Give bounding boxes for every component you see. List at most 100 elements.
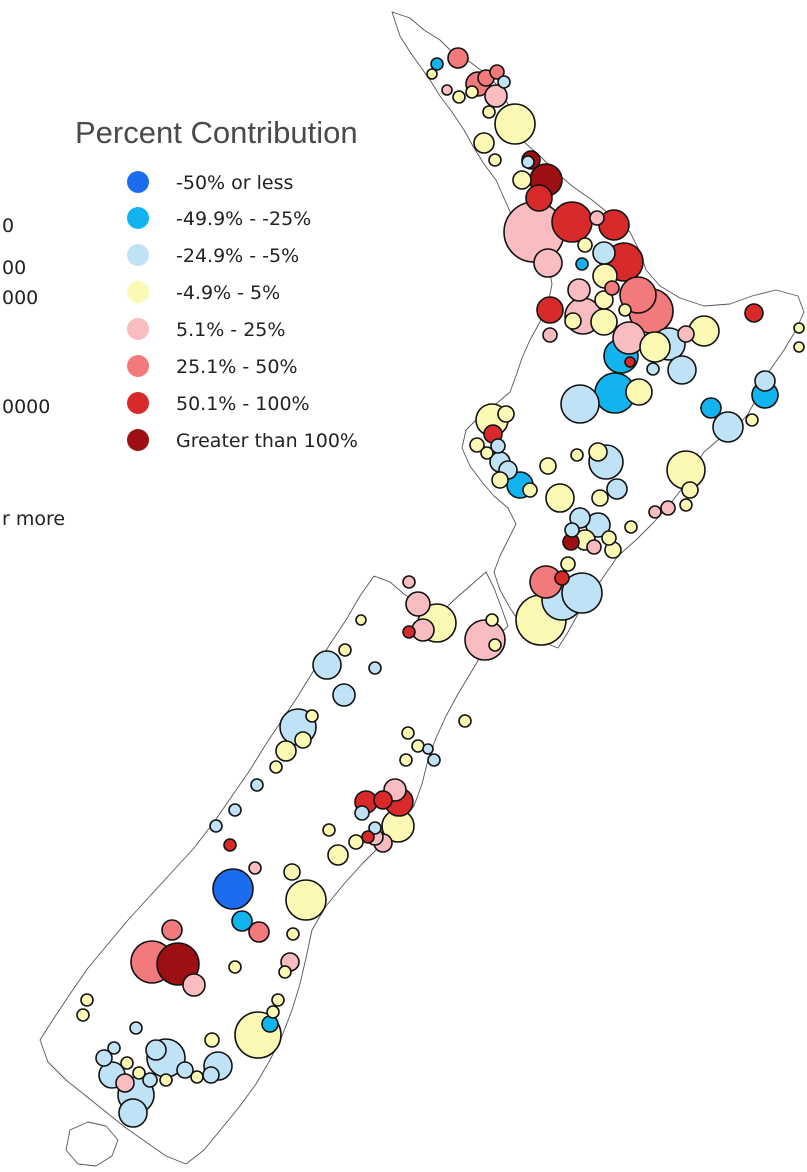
site-bubble (554, 570, 570, 586)
site-bubble (677, 325, 695, 343)
site-bubble (491, 471, 509, 489)
legend-swatch-8 (127, 429, 149, 451)
site-bubble (223, 838, 237, 852)
legend-item-8: Greater than 100% (127, 429, 358, 452)
site-bubble (494, 103, 536, 145)
legend-label-4: -4.9% - 5% (176, 282, 280, 304)
legend-item-5: 5.1% - 25% (127, 318, 285, 341)
legend-item-6: 25.1% - 50% (127, 355, 298, 378)
site-bubble (488, 638, 502, 652)
legend-swatch-5 (127, 318, 149, 340)
size-legend-label-3: 000 (2, 287, 38, 309)
site-bubble (545, 483, 575, 513)
site-bubble (648, 505, 662, 519)
color-legend: Percent Contribution -50% or less -49.9%… (75, 115, 358, 452)
site-bubble (422, 743, 434, 755)
site-bubble (278, 965, 292, 979)
site-bubble (248, 861, 262, 875)
site-bubble (118, 1098, 148, 1128)
site-bubble (156, 942, 200, 986)
site-bubble (533, 248, 563, 278)
site-bubble (426, 68, 438, 80)
legend-label-8: Greater than 100% (176, 430, 358, 452)
site-bubble (129, 1021, 143, 1035)
legend-item-2: -49.9% - -25% (127, 207, 311, 230)
site-bubble (132, 1066, 146, 1080)
site-bubble (624, 356, 636, 368)
site-bubble (618, 303, 632, 317)
site-bubble (190, 1070, 204, 1084)
site-bubble (681, 481, 699, 499)
site-bubble (283, 863, 301, 881)
legend-label-6: 25.1% - 50% (176, 356, 298, 378)
site-bubble (660, 500, 676, 516)
legend-title: Percent Contribution (75, 115, 358, 150)
site-bubble (667, 355, 697, 385)
site-bubble (591, 489, 609, 507)
size-legend-label-4: 0000 (2, 396, 50, 418)
size-legend: 0 00 000 0000 r more (2, 215, 65, 530)
site-bubble (700, 397, 722, 419)
site-bubble (427, 753, 441, 767)
site-bubble (261, 1015, 279, 1033)
site-bubble (625, 378, 653, 406)
site-bubble (248, 921, 270, 943)
site-bubble (754, 370, 776, 392)
site-bubble (473, 132, 495, 154)
site-bubble (402, 625, 416, 639)
site-bubble (601, 530, 617, 546)
site-bubble (373, 790, 393, 810)
site-bubble (275, 740, 297, 762)
site-bubble (286, 927, 300, 941)
site-bubble (312, 650, 342, 680)
site-bubble (95, 1049, 113, 1067)
site-bubble (332, 683, 356, 707)
legend-item-1: -50% or less (127, 171, 293, 194)
site-bubble (430, 57, 444, 71)
site-bubble (560, 556, 576, 572)
site-bubble (594, 290, 614, 310)
site-bubble (604, 280, 620, 296)
site-bubble (469, 437, 485, 453)
site-bubble (490, 438, 506, 454)
legend-swatch-6 (127, 355, 149, 377)
site-bubble (489, 64, 505, 80)
legend-swatch-1 (127, 171, 149, 193)
site-bubble (542, 327, 558, 343)
site-bubble (639, 331, 671, 363)
site-bubble (570, 448, 584, 462)
site-bubble (159, 1073, 173, 1087)
stewart-island-coastline (65, 1121, 119, 1167)
site-bubble (522, 482, 538, 498)
site-bubble (120, 1056, 134, 1070)
site-bubble (228, 803, 242, 817)
site-bubble (564, 522, 580, 538)
site-bubble (231, 910, 253, 932)
site-bubble (484, 84, 508, 108)
legend-label-5: 5.1% - 25% (176, 319, 285, 341)
legend-item-3: -24.9% - -5% (127, 244, 299, 267)
site-bubble (204, 1032, 220, 1048)
legend-label-1: -50% or less (176, 172, 293, 194)
site-bubble (561, 572, 603, 614)
site-bubble (338, 643, 352, 657)
site-bubble (588, 442, 608, 462)
site-bubble (271, 993, 285, 1007)
site-bubble (488, 153, 502, 167)
site-bubble (305, 709, 319, 723)
site-bubble (402, 575, 416, 589)
site-bubble (161, 919, 183, 941)
site-bubble (485, 613, 499, 627)
site-bubble (592, 241, 616, 265)
site-bubble (348, 834, 364, 850)
legend-swatch-4 (127, 281, 149, 303)
site-bubble (560, 384, 600, 424)
site-bubble (228, 960, 242, 974)
site-bubble (250, 778, 264, 792)
site-bubble (145, 1039, 167, 1061)
site-bubble (646, 362, 660, 376)
site-bubble (411, 739, 425, 753)
site-bubble (322, 823, 336, 837)
site-bubble (327, 844, 349, 866)
site-bubble (361, 830, 375, 844)
